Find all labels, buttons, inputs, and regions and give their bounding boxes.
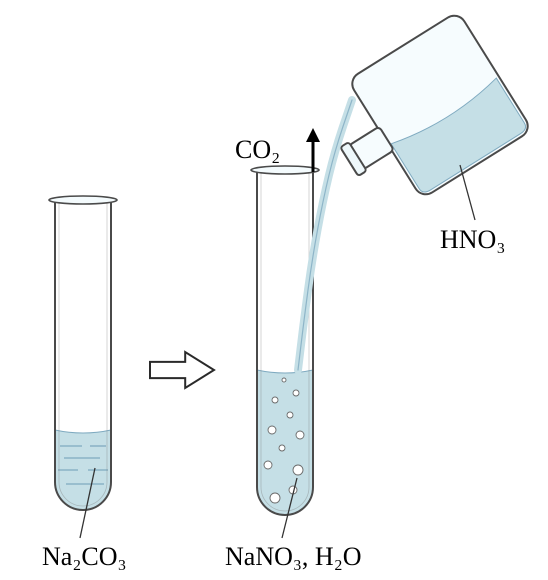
label-left-tube: Na₂CO₃ (42, 542, 127, 571)
bubble (282, 378, 286, 382)
label-products: NaNO₃, H₂O (225, 542, 362, 571)
bubble (264, 461, 272, 469)
bubble (270, 493, 280, 503)
bubble (287, 412, 293, 418)
bubble (268, 426, 276, 434)
pour-stream (298, 100, 352, 370)
bubble (279, 445, 285, 451)
chemistry-diagram: Na₂CO₃ NaNO₃, H₂O HNO₃ CO₂ (0, 0, 548, 580)
label-bottle: HNO₃ (440, 225, 505, 254)
leader-line (460, 165, 475, 220)
bubble (272, 397, 278, 403)
left-test-tube (49, 196, 117, 538)
bubble (293, 465, 303, 475)
reaction-arrow (150, 352, 214, 388)
bubble (296, 431, 304, 439)
center-test-tube (251, 100, 352, 538)
bubble (293, 390, 299, 396)
label-gas: CO₂ (235, 135, 280, 164)
